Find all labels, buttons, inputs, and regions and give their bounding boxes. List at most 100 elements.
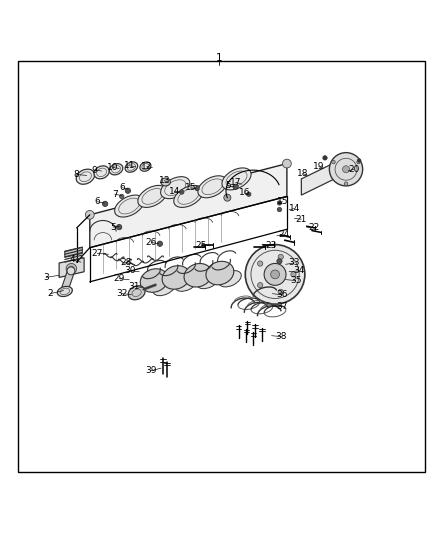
Circle shape	[258, 282, 263, 288]
Circle shape	[125, 188, 131, 193]
Ellipse shape	[76, 169, 95, 184]
Circle shape	[85, 211, 94, 219]
Circle shape	[102, 201, 108, 206]
Circle shape	[357, 159, 361, 162]
Circle shape	[247, 192, 251, 197]
Text: 14: 14	[169, 187, 180, 196]
Circle shape	[291, 272, 296, 277]
Circle shape	[245, 245, 305, 304]
Ellipse shape	[128, 286, 145, 300]
Text: 4: 4	[70, 255, 75, 264]
Text: 15: 15	[185, 183, 196, 192]
Polygon shape	[301, 161, 348, 195]
Ellipse shape	[174, 185, 203, 207]
Text: 25: 25	[195, 241, 206, 250]
Text: 7: 7	[112, 190, 118, 199]
Text: 11: 11	[124, 161, 135, 170]
Polygon shape	[65, 247, 82, 257]
Ellipse shape	[125, 162, 138, 172]
Text: 16: 16	[239, 189, 250, 197]
Text: 12: 12	[141, 162, 152, 171]
Text: 36: 36	[277, 290, 288, 300]
Ellipse shape	[219, 271, 241, 287]
Text: 24: 24	[278, 230, 290, 239]
Text: 23: 23	[265, 241, 276, 250]
Text: 3: 3	[43, 273, 49, 282]
Text: 2: 2	[48, 289, 53, 298]
Text: 28: 28	[120, 259, 132, 268]
Text: 22: 22	[309, 223, 320, 232]
Text: 27: 27	[92, 249, 103, 258]
Polygon shape	[61, 269, 75, 290]
Text: 10: 10	[107, 163, 119, 172]
Ellipse shape	[222, 168, 251, 190]
Text: 1: 1	[215, 53, 223, 63]
Circle shape	[277, 207, 282, 212]
Circle shape	[277, 259, 282, 264]
Circle shape	[258, 261, 263, 266]
Ellipse shape	[162, 265, 190, 289]
Text: 21: 21	[296, 215, 307, 224]
Circle shape	[271, 270, 279, 279]
Ellipse shape	[115, 195, 144, 217]
Ellipse shape	[161, 178, 170, 186]
Circle shape	[278, 254, 283, 260]
Circle shape	[117, 224, 122, 230]
Ellipse shape	[197, 272, 219, 289]
Ellipse shape	[140, 162, 151, 171]
Text: 39: 39	[145, 366, 157, 375]
Text: 29: 29	[113, 274, 125, 283]
Ellipse shape	[206, 261, 234, 285]
Text: 37: 37	[277, 302, 288, 311]
Text: 13: 13	[159, 176, 170, 185]
Text: 17: 17	[230, 178, 241, 187]
Circle shape	[157, 241, 162, 246]
Ellipse shape	[175, 275, 198, 291]
Circle shape	[283, 159, 291, 168]
Text: 6: 6	[94, 197, 100, 206]
Ellipse shape	[153, 279, 176, 296]
Circle shape	[233, 184, 238, 189]
Circle shape	[67, 267, 75, 275]
Text: 5: 5	[110, 223, 116, 231]
Text: 34: 34	[293, 266, 304, 276]
Ellipse shape	[57, 286, 72, 296]
Text: 19: 19	[313, 162, 325, 171]
Polygon shape	[59, 258, 84, 278]
Ellipse shape	[140, 269, 168, 292]
Text: 14: 14	[289, 204, 300, 213]
Text: 20: 20	[348, 165, 360, 174]
Text: 6: 6	[119, 183, 125, 192]
Circle shape	[323, 156, 327, 160]
Circle shape	[195, 187, 199, 191]
Text: 31: 31	[128, 282, 139, 290]
Text: 38: 38	[276, 332, 287, 341]
Circle shape	[120, 194, 124, 199]
Text: 8: 8	[74, 170, 80, 179]
Text: 15: 15	[277, 197, 288, 206]
Text: 18: 18	[297, 169, 309, 178]
Text: 32: 32	[116, 289, 127, 298]
Ellipse shape	[138, 185, 167, 207]
Circle shape	[329, 152, 363, 186]
Polygon shape	[90, 164, 287, 248]
Circle shape	[277, 201, 282, 205]
Circle shape	[344, 182, 348, 185]
Circle shape	[224, 194, 231, 201]
Circle shape	[264, 263, 286, 285]
Text: 9: 9	[91, 166, 97, 175]
Ellipse shape	[161, 176, 190, 199]
Text: 5: 5	[225, 181, 231, 190]
Circle shape	[332, 160, 335, 164]
Text: 35: 35	[290, 276, 301, 285]
Circle shape	[357, 160, 360, 164]
Ellipse shape	[110, 164, 123, 175]
Circle shape	[278, 289, 283, 295]
Ellipse shape	[94, 166, 109, 179]
Text: 30: 30	[125, 266, 136, 276]
Text: 26: 26	[145, 238, 157, 247]
Circle shape	[180, 190, 184, 194]
Text: 33: 33	[289, 259, 300, 268]
Circle shape	[343, 166, 350, 173]
Circle shape	[66, 263, 77, 274]
